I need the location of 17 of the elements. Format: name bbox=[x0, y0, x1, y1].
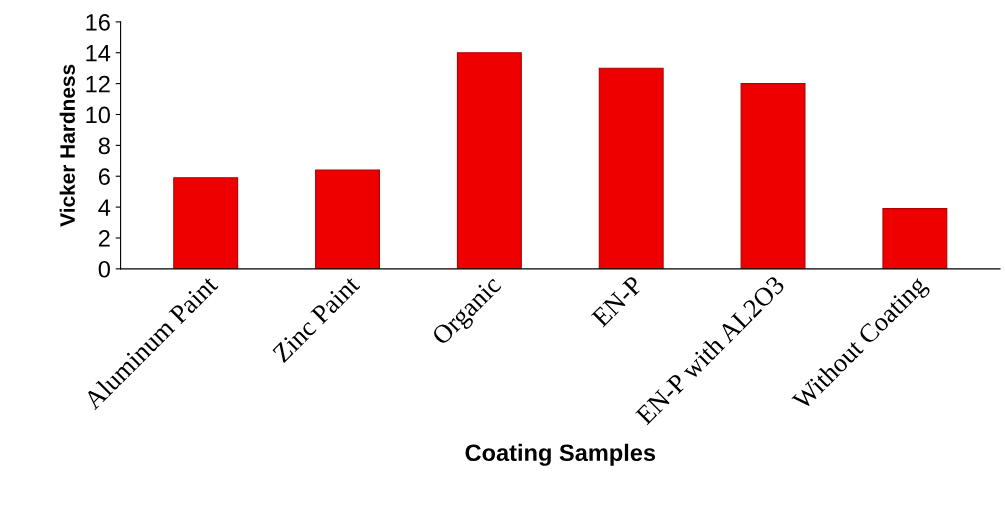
x-axis-title: Coating Samples bbox=[465, 443, 656, 466]
bar bbox=[598, 67, 664, 269]
y-tick-label: 0 bbox=[98, 260, 110, 278]
bar bbox=[173, 177, 239, 269]
y-tick-label: 6 bbox=[98, 168, 110, 186]
bar bbox=[882, 208, 948, 269]
y-tick-label: 12 bbox=[86, 75, 110, 93]
bar bbox=[315, 169, 381, 269]
y-tick-label: 4 bbox=[98, 199, 111, 216]
y-tick-label: 16 bbox=[86, 13, 110, 31]
y-tick-label: 8 bbox=[98, 137, 110, 155]
bar bbox=[740, 83, 806, 269]
y-tick-label: 10 bbox=[86, 106, 110, 124]
bar bbox=[456, 52, 522, 269]
y-tick-label: 14 bbox=[86, 45, 111, 62]
y-tick-label: 2 bbox=[98, 230, 110, 247]
y-axis-title: Vicker Hardness bbox=[59, 64, 75, 227]
